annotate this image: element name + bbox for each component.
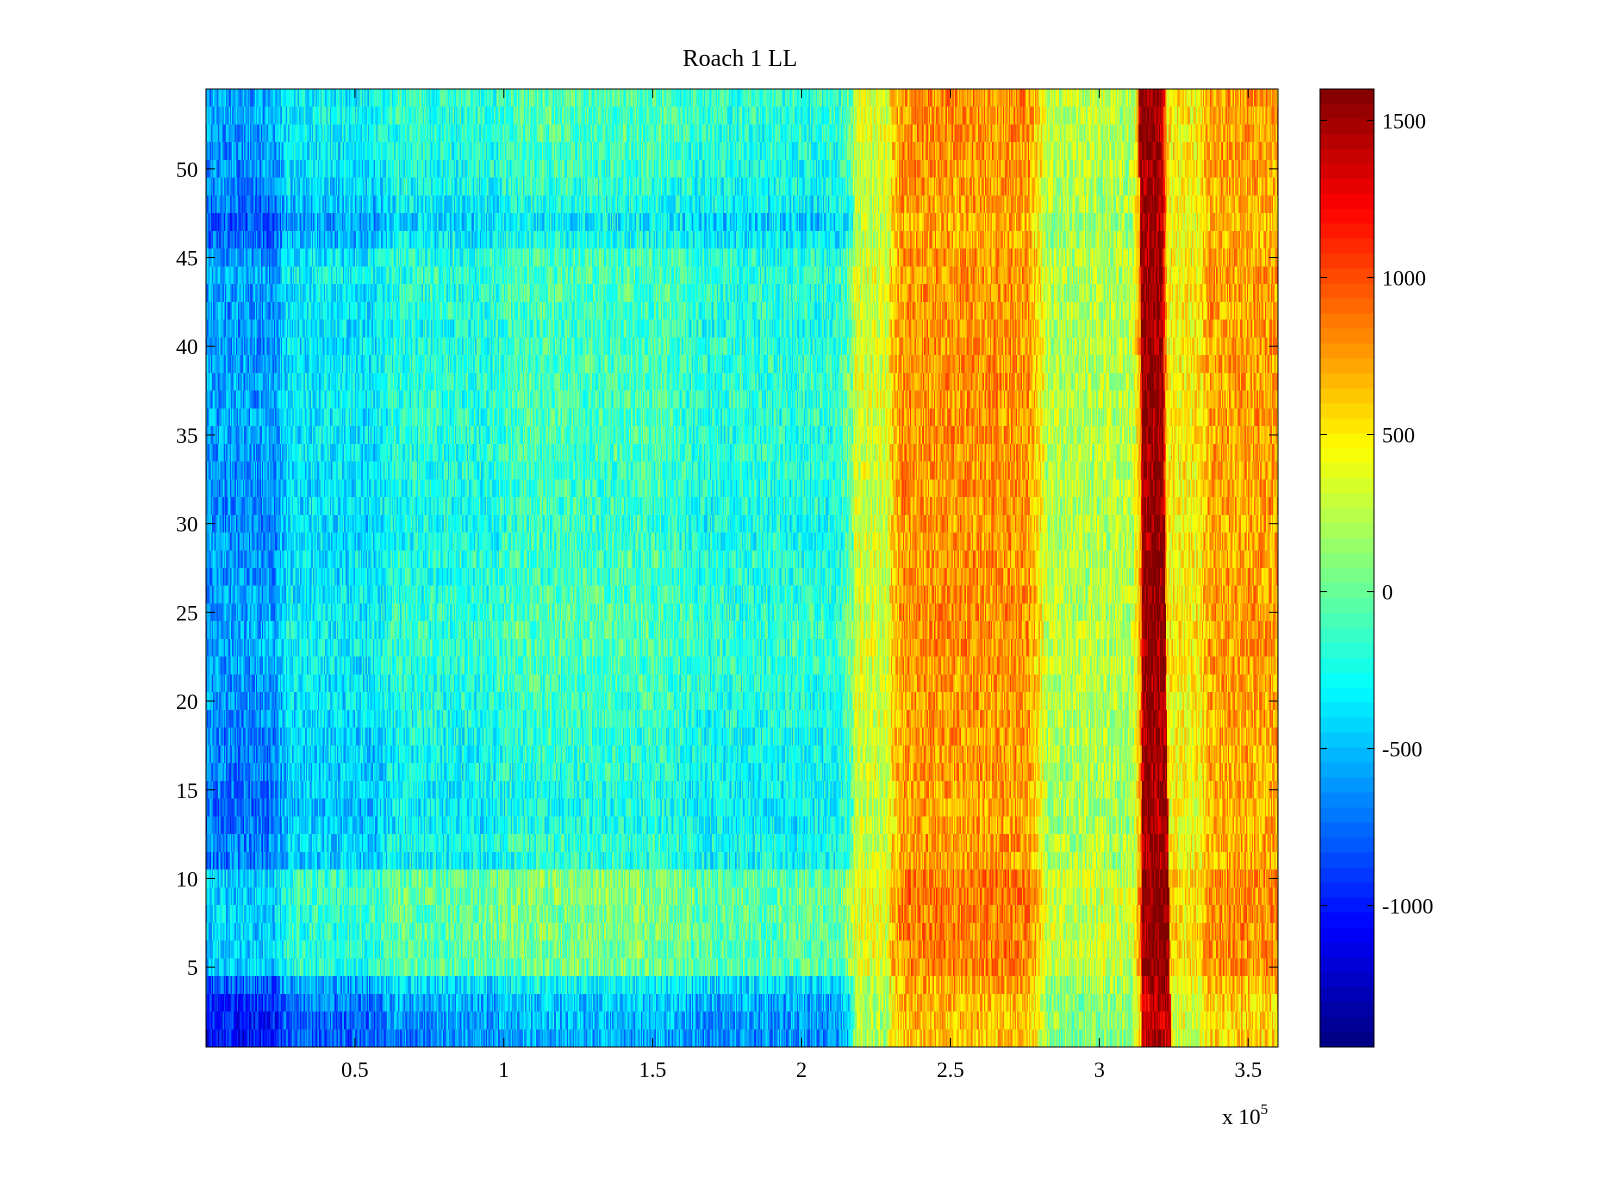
y-tick-label: 45 [176, 246, 198, 271]
y-tick-label: 50 [176, 157, 198, 182]
x-axis-multiplier: x 105 [1222, 1102, 1268, 1129]
x-tick-label: 1.5 [639, 1057, 667, 1082]
colorbar-axis: 1500 1000 500 0 -500 -1000 [1320, 108, 1433, 919]
y-tick-label: 5 [187, 955, 198, 980]
colorbar-tick-label: -1000 [1382, 894, 1433, 919]
colorbar-tick-label: 1500 [1382, 108, 1426, 133]
x-axis: 0.5 1 1.5 2 2.5 3 3.5 [341, 89, 1262, 1082]
y-tick-label: 25 [176, 600, 198, 625]
colorbar-tick-label: 0 [1382, 580, 1393, 605]
y-tick-label: 15 [176, 778, 198, 803]
y-tick-label: 40 [176, 334, 198, 359]
x-tick-label: 2.5 [937, 1057, 965, 1082]
y-tick-label: 20 [176, 689, 198, 714]
x-tick-label: 0.5 [341, 1057, 369, 1082]
heatmap-image [206, 89, 1278, 1047]
colorbar-frame [1319, 88, 1375, 1048]
axes-frame [205, 88, 1279, 1048]
y-tick-label: 35 [176, 423, 198, 448]
x-tick-label: 1 [498, 1057, 509, 1082]
colorbar-tick-label: 500 [1382, 423, 1415, 448]
x-tick-label: 3.5 [1234, 1057, 1262, 1082]
colorbar-gradient [1320, 89, 1374, 1047]
x-tick-label: 3 [1094, 1057, 1105, 1082]
y-tick-label: 30 [176, 512, 198, 537]
colorbar-tick-label: -500 [1382, 737, 1422, 762]
y-axis: 5 10 15 20 25 30 35 40 45 50 [176, 157, 1278, 980]
colorbar [1319, 88, 1375, 1048]
x-axis-multiplier-exponent: 5 [1261, 1102, 1269, 1118]
x-axis-multiplier-base: x 10 [1222, 1104, 1261, 1129]
y-tick-label: 10 [176, 866, 198, 891]
colorbar-tick-label: 1000 [1382, 265, 1426, 290]
chart-title: Roach 1 LL [683, 46, 798, 72]
x-tick-label: 2 [796, 1057, 807, 1082]
heatmap-plot-area [206, 89, 1278, 1047]
